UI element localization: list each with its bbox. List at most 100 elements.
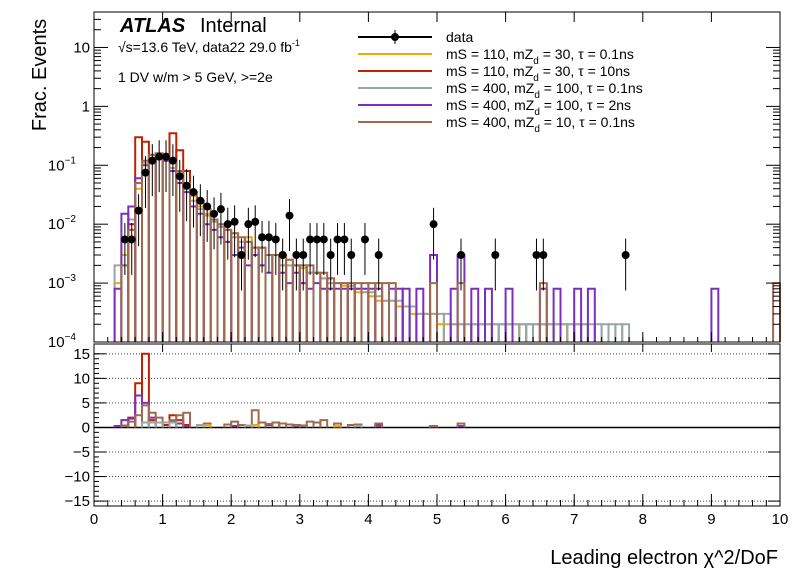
data-point	[312, 235, 321, 244]
ratio-y-tick-label: −15	[65, 493, 90, 510]
data-point	[251, 217, 260, 226]
y-tick-label: 1	[82, 98, 90, 115]
legend-marker	[391, 33, 399, 41]
series-4-bin	[470, 287, 480, 342]
energy-lumi-text: √s=13.6 TeV, data22 29.0 fb	[118, 39, 292, 55]
series-3-bin	[621, 323, 631, 342]
data-point	[141, 168, 150, 177]
ratio-y-tick-label: 5	[82, 395, 90, 412]
data-point	[374, 250, 383, 259]
data-point	[278, 250, 287, 259]
y-tick-label: 10−3	[48, 273, 77, 292]
x-axis-label: Leading electron χ^2/DoF	[550, 547, 778, 569]
x-tick-label: 0	[90, 511, 98, 528]
data-point	[429, 220, 438, 229]
data-point	[210, 209, 219, 218]
x-tick-label: 4	[364, 511, 372, 528]
data-point	[360, 235, 369, 244]
data-point	[491, 250, 500, 259]
data-point	[155, 152, 164, 161]
x-tick-label: 9	[707, 511, 715, 528]
series-4-bin	[504, 287, 514, 342]
ratio-y-tick-label: 10	[73, 370, 90, 387]
data-point	[292, 250, 301, 259]
ratio-bin	[374, 422, 384, 428]
data-point	[182, 181, 191, 190]
data-points	[120, 140, 630, 291]
data-point	[175, 172, 184, 181]
y-tick-label: 10−4	[48, 332, 77, 351]
data-point	[333, 235, 342, 244]
series-4-bin	[552, 287, 562, 342]
data-point	[539, 250, 548, 259]
series-5-bin	[388, 282, 397, 342]
data-point	[223, 220, 232, 229]
legend-entry-6: mS = 400, mZd = 10, τ = 0.1ns	[446, 114, 635, 135]
x-tick-label: 1	[158, 511, 166, 528]
ratio-y-tick-label: −5	[73, 444, 90, 461]
data-point	[340, 235, 349, 244]
main-axes: 10 1 10−1 10−2 10−3 10−4	[48, 11, 781, 351]
ratio-y-tick-label: 0	[82, 419, 90, 436]
data-point	[621, 250, 630, 259]
data-point	[285, 211, 294, 220]
x-tick-label: 7	[570, 511, 578, 528]
x-tick-label: 3	[296, 511, 304, 528]
series-5-bin	[429, 282, 438, 342]
legend-entry-3: mS = 110, mZd = 30, τ = 10ns	[446, 63, 630, 84]
data-point	[216, 205, 225, 214]
ratio-bin	[243, 424, 253, 428]
legend-entry-5: mS = 400, mZd = 100, τ = 2ns	[446, 97, 631, 118]
ratio-bin	[195, 424, 205, 428]
main-series-layer	[113, 132, 781, 342]
data-point	[162, 152, 171, 161]
x-tick-label: 5	[433, 511, 441, 528]
data-point	[271, 235, 280, 244]
series-4-bin	[415, 287, 425, 342]
ratio-bin	[333, 425, 342, 428]
series-4-bin	[573, 287, 583, 342]
data-point	[244, 220, 253, 229]
data-point	[306, 235, 315, 244]
legend-entry-2: mS = 110, mZd = 30, τ = 0.1ns	[446, 46, 634, 67]
x-tick-label: 10	[772, 511, 789, 528]
atlas-label: ATLAS	[119, 15, 186, 37]
data-point	[347, 250, 356, 259]
data-point	[203, 202, 212, 211]
data-point	[264, 233, 273, 242]
data-point	[120, 235, 129, 244]
data-point	[457, 250, 466, 259]
data-point	[189, 188, 198, 197]
data-point	[168, 156, 177, 165]
series-4-bin	[401, 287, 411, 342]
x-tick-label: 2	[227, 511, 235, 528]
data-point	[532, 250, 541, 259]
lumi-superscript: -1	[292, 38, 300, 48]
data-point	[148, 156, 157, 165]
x-tick-label: 8	[639, 511, 647, 528]
selection-label: 1 DV w/m > 5 GeV, >=2e	[118, 69, 273, 85]
data-point	[319, 235, 328, 244]
ratio-series-layer	[113, 352, 466, 428]
data-point	[196, 196, 205, 205]
ratio-series-5	[141, 421, 363, 428]
ratio-bin	[429, 425, 438, 428]
y-tick-label: 10−2	[48, 214, 77, 233]
data-point	[258, 233, 267, 242]
series-4-bin	[710, 287, 720, 342]
data-point	[237, 250, 246, 259]
ratio-bin	[141, 352, 150, 428]
series-4-bin	[484, 287, 493, 342]
ratio-bin	[319, 419, 329, 428]
legend-entry-1: data	[446, 29, 473, 45]
x-tick-label: 6	[501, 511, 509, 528]
data-point	[326, 250, 335, 259]
y-tick-label: 10	[73, 39, 90, 56]
ratio-y-tick-label: −10	[65, 469, 90, 486]
data-point	[127, 235, 136, 244]
